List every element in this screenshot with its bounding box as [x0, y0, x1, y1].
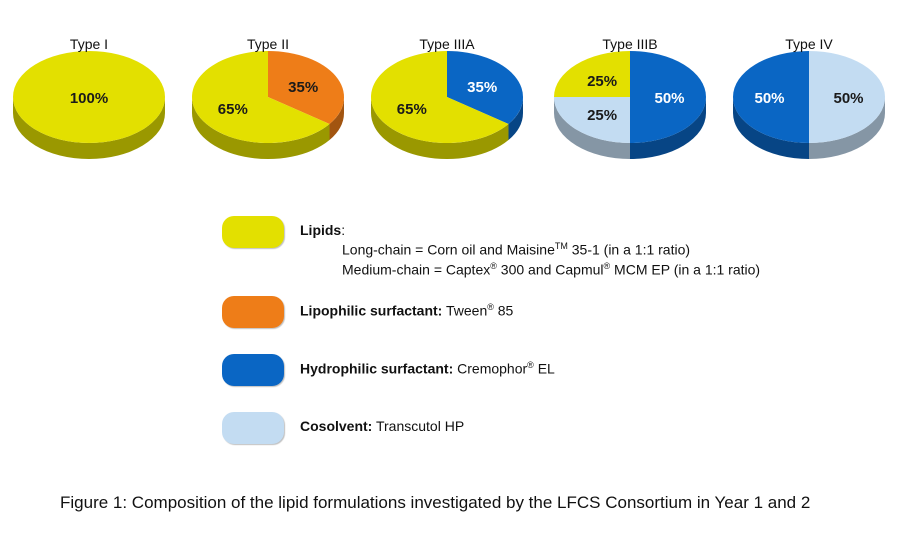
- pie-slice-type-iiib-lipids: [554, 51, 630, 97]
- pie-charts: 100% Type I 35% 65% Type II 35% 65% Type IIIA 50…: [13, 36, 885, 159]
- figure-caption: Figure 1: Composition of the lipid formu…: [60, 493, 811, 512]
- pie-label-type-iv-hydrophilic: 50%: [754, 90, 784, 107]
- pie-slice-type-iv-hydrophilic: [733, 51, 809, 143]
- pie-slice-type-iiib-hydrophilic: [630, 51, 706, 143]
- hydrophilic-swatch: [222, 354, 284, 386]
- pie-slice-type-iiib-cosolvent: [554, 97, 630, 143]
- cosolvent-label: Cosolvent:: [300, 418, 373, 434]
- pie-title-type-iiia: Type IIIA: [419, 36, 475, 52]
- pie-side-type-iv-cosolvent: [809, 97, 885, 159]
- pie-label-type-iiia-lipids: 65%: [397, 101, 427, 118]
- pie-slice-type-iiia-hydrophilic: [447, 51, 524, 125]
- pie-slice-type-iiia-lipids: [371, 51, 509, 143]
- cosolvent-swatch: [222, 412, 284, 444]
- lipids-long-chain: Long-chain = Corn oil and MaisineTM 35-1…: [342, 241, 691, 258]
- pie-slice-type-i-lipids: [13, 51, 165, 143]
- pie-side-type-iiia-lipids: [371, 97, 509, 159]
- pie-slice-type-ii-lipids: [192, 51, 330, 143]
- pie-side-type-ii-lipophilic: [329, 97, 344, 141]
- pie-label-type-iv-cosolvent: 50%: [833, 90, 863, 107]
- pie-type-ii: 35% 65% Type II: [192, 36, 344, 159]
- hydrophilic-label: Hydrophilic surfactant:: [300, 360, 454, 377]
- pie-label-type-iiib-lipids: 25%: [587, 73, 617, 90]
- pie-side-type-iv-hydrophilic: [733, 97, 809, 159]
- lipophilic-swatch: [222, 296, 284, 328]
- pie-side-type-iiib-hydrophilic: [630, 97, 706, 159]
- lipids-medium-chain: Medium-chain = Captex® 300 and Capmul® M…: [342, 261, 761, 278]
- pie-label-type-iiib-hydrophilic: 50%: [654, 90, 684, 107]
- lipids-swatch: [222, 216, 284, 248]
- pie-side-type-ii-lipids: [192, 97, 330, 159]
- pie-label-type-iiia-hydrophilic: 35%: [467, 79, 497, 96]
- pie-title-type-ii: Type II: [247, 36, 289, 52]
- pie-side-type-iiib-cosolvent: [554, 97, 630, 159]
- pie-slice-type-ii-lipophilic: [268, 51, 344, 125]
- pie-label-type-iiib-cosolvent: 25%: [587, 107, 617, 124]
- pie-side-type-iiia-hydrophilic: [508, 97, 523, 141]
- pie-label-type-ii-lipophilic: 35%: [288, 79, 318, 96]
- lipophilic-label: Lipophilic surfactant:: [300, 302, 443, 319]
- pie-type-iiib: 50% 25% 25% Type IIIB: [554, 36, 706, 159]
- pie-label-type-i-lipids: 100%: [70, 90, 108, 107]
- pie-type-iiia: 35% 65% Type IIIA: [371, 36, 524, 159]
- pie-title-type-iv: Type IV: [785, 36, 833, 52]
- pie-slice-type-iv-cosolvent: [809, 51, 885, 143]
- pie-title-type-i: Type I: [70, 36, 108, 52]
- pie-title-type-iiib: Type IIIB: [602, 36, 657, 52]
- pie-type-iv: 50% 50% Type IV: [733, 36, 885, 159]
- pie-type-i: 100% Type I: [13, 36, 165, 159]
- pie-label-type-ii-lipids: 65%: [218, 101, 248, 118]
- pie-side-type-i-lipids: [13, 97, 165, 159]
- lipids-label: Lipids: [300, 222, 342, 238]
